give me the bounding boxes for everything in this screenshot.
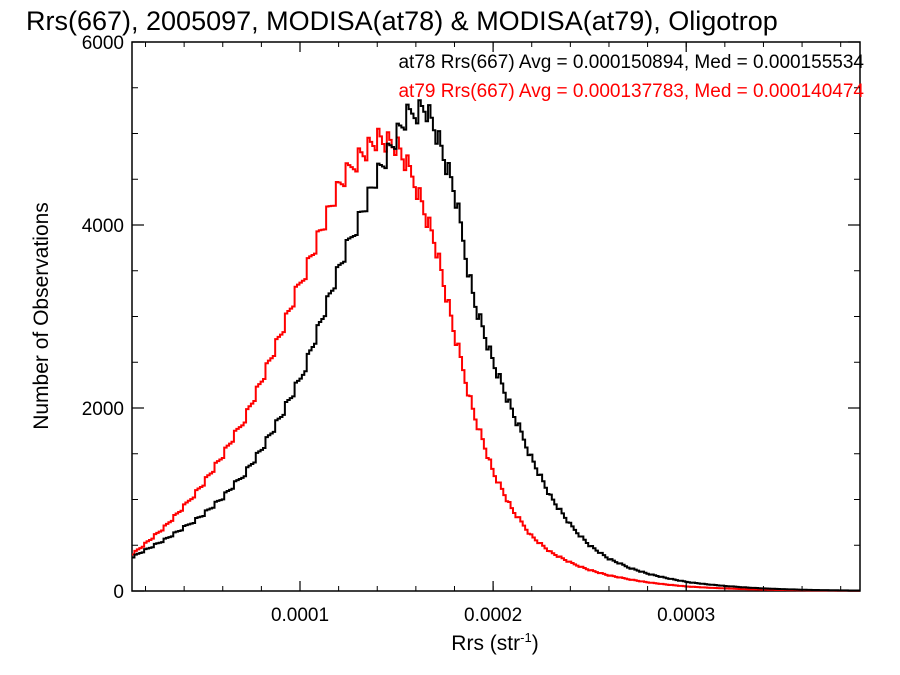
annotation-at79: at79 Rrs(667) Avg = 0.000137783, Med = 0… <box>398 81 864 102</box>
plot-border <box>131 41 861 592</box>
x-axis-label-close: ) <box>532 632 539 655</box>
x-axis-label-main: Rrs (str <box>451 632 520 655</box>
annotation-at78: at78 Rrs(667) Avg = 0.000150894, Med = 0… <box>398 52 864 73</box>
series-line-at78 <box>132 99 860 592</box>
y-tick-label: 4000 <box>82 216 124 237</box>
y-tick-label: 6000 <box>82 33 124 54</box>
x-axis-label-superscript: -1 <box>520 630 532 645</box>
y-axis-ticks: 0 2000 4000 6000 <box>82 33 860 603</box>
chart-title: Rrs(667), 2005097, MODISA(at78) & MODISA… <box>26 6 778 36</box>
series-layer <box>132 99 860 592</box>
x-tick-label: 0.0003 <box>657 605 715 626</box>
x-tick-label: 0.0002 <box>464 605 522 626</box>
x-tick-label: 0.0001 <box>271 605 329 626</box>
plot-area <box>131 41 861 592</box>
series-line-at79 <box>132 127 860 592</box>
y-tick-label: 0 <box>113 582 124 603</box>
y-axis-label: Number of Observations <box>30 202 53 430</box>
x-axis-label: Rrs (str-1) <box>451 630 538 655</box>
x-axis-ticks: 0.0001 0.0002 0.0003 <box>145 42 842 626</box>
y-tick-label: 2000 <box>82 399 124 420</box>
